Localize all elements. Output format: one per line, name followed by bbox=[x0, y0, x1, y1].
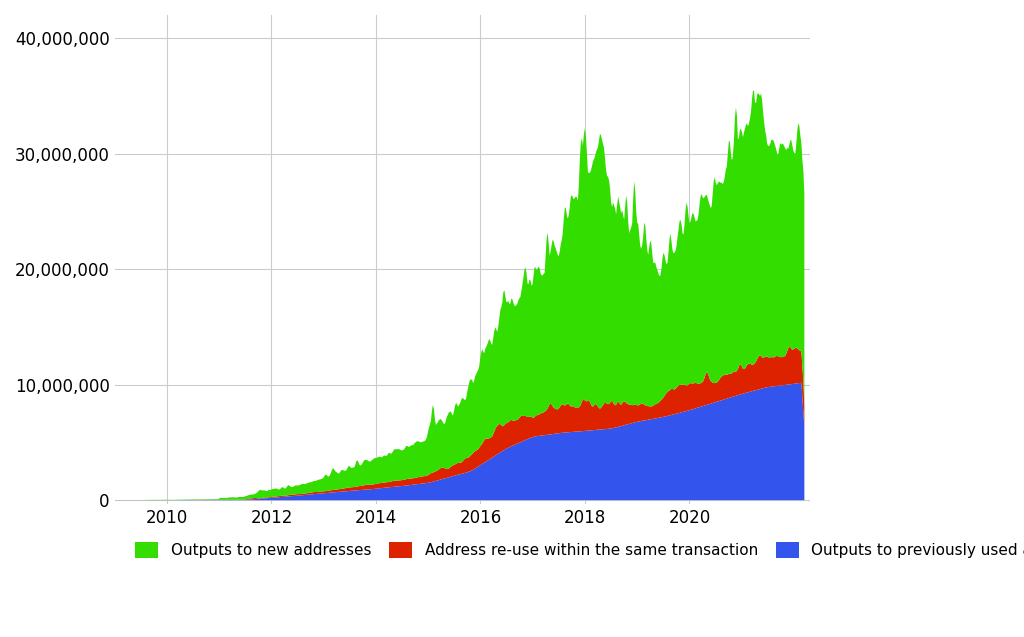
Legend: Outputs to new addresses, Address re-use within the same transaction, Outputs to: Outputs to new addresses, Address re-use… bbox=[129, 536, 1024, 564]
